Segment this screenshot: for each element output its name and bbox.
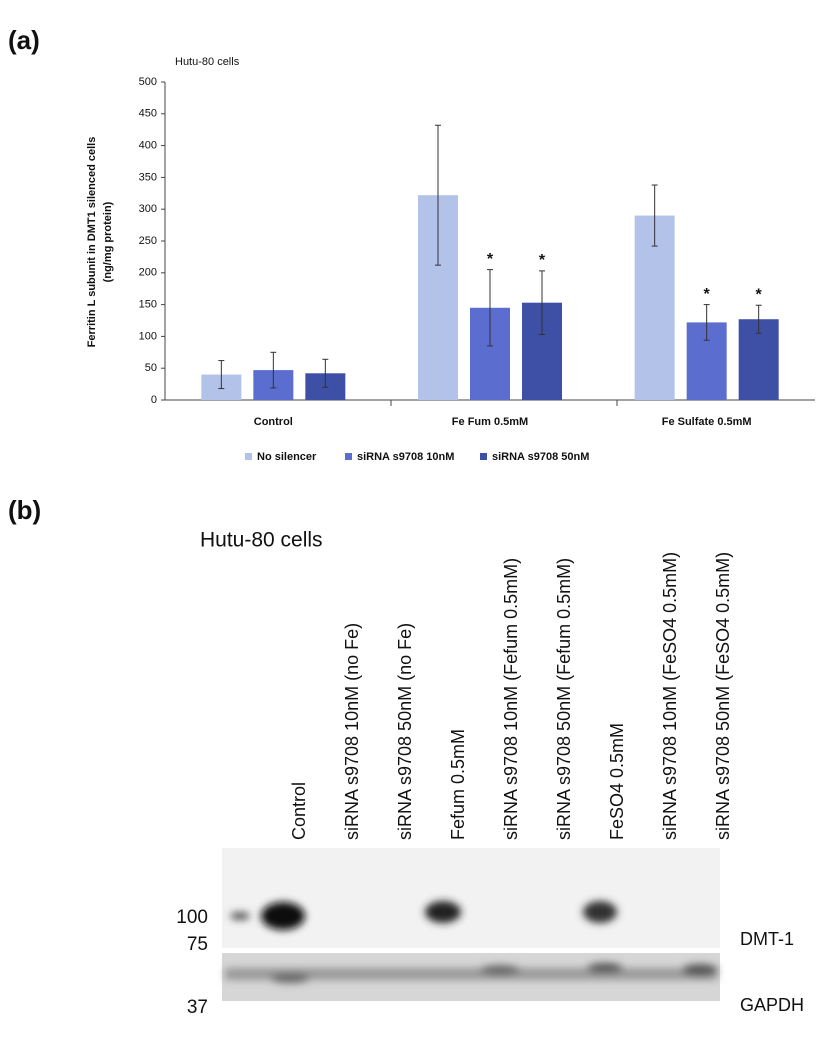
lane-labels: Control siRNA s9708 10nM (no Fe) siRNA s97…	[289, 552, 733, 840]
lane-label: siRNA s9708 10nM (no Fe)	[342, 623, 362, 840]
legend-label: No silencer	[257, 451, 317, 463]
lane-label: siRNA s9708 10nM (Fefum 0.5mM)	[501, 558, 521, 840]
significance-mark: *	[704, 286, 711, 303]
y-tick-label: 450	[139, 108, 157, 120]
panel-label: (b)	[8, 495, 41, 525]
lane-label: FeSO4 0.5mM	[607, 723, 627, 840]
mw-marker: 75	[187, 934, 208, 955]
legend-swatch	[245, 453, 252, 460]
panel-label: (a)	[8, 25, 40, 55]
blot-dmt1	[222, 848, 720, 948]
y-tick-label: 350	[139, 171, 157, 183]
significance-mark: *	[756, 286, 763, 303]
blot-title: Hutu-80 cells	[200, 529, 323, 552]
lane-label: siRNA s9708 50nM (Fefum 0.5mM)	[554, 558, 574, 840]
lane-label: siRNA s9708 50nM (FeSO4 0.5mM)	[713, 552, 733, 840]
figure: (a) Hutu-80 cells Ferritin L subunit in …	[0, 0, 832, 1050]
significance-mark: *	[539, 252, 546, 269]
x-tick-label: Control	[254, 416, 293, 428]
significance-mark: *	[487, 251, 494, 268]
y-tick-label: 50	[145, 362, 157, 374]
y-tick-label: 200	[139, 267, 157, 279]
y-tick-label: 400	[139, 140, 157, 152]
lane-label: siRNA s9708 50nM (no Fe)	[395, 623, 415, 840]
legend-label: siRNA s9708 50nM	[492, 451, 589, 463]
lane-label: Control	[289, 782, 309, 840]
lane-label: siRNA s9708 10nM (FeSO4 0.5mM)	[660, 552, 680, 840]
lane-label: Fefum 0.5mM	[448, 729, 468, 840]
y-tick-label: 300	[139, 203, 157, 215]
legend-label: siRNA s9708 10nM	[357, 451, 454, 463]
legend-swatch	[345, 453, 352, 460]
chart-title: Hutu-80 cells	[175, 56, 240, 68]
y-axis-title: (ng/mg protein)	[102, 201, 114, 282]
y-tick-label: 150	[139, 299, 157, 311]
legend-swatch	[480, 453, 487, 460]
band-label: GAPDH	[740, 995, 804, 1015]
y-tick-label: 0	[151, 394, 157, 406]
mw-marker: 37	[187, 997, 208, 1018]
band-label: DMT-1	[740, 929, 794, 949]
y-tick-label: 250	[139, 235, 157, 247]
x-tick-label: Fe Fum 0.5mM	[452, 416, 528, 428]
y-axis-title: Ferritin L subunit in DMT1 silenced cell…	[86, 137, 98, 348]
y-tick-label: 100	[139, 330, 157, 342]
y-tick-label: 500	[139, 76, 157, 88]
x-tick-label: Fe Sulfate 0.5mM	[662, 416, 752, 428]
mw-marker: 100	[176, 907, 208, 928]
